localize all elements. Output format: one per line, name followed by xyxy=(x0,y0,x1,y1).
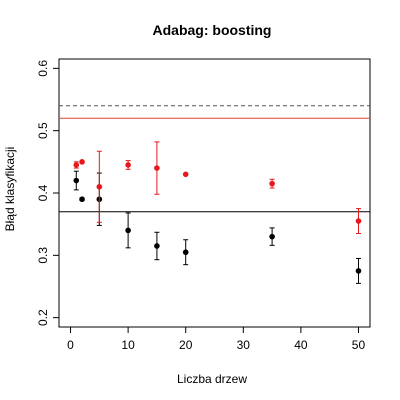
data-point xyxy=(355,268,362,274)
x-tick-label: 0 xyxy=(67,338,74,352)
y-tick-label: 0.5 xyxy=(36,122,50,139)
y-axis-label: Błąd klasyfikacji xyxy=(3,147,17,232)
data-point xyxy=(182,249,189,256)
data-point xyxy=(125,162,131,168)
data-point xyxy=(182,171,189,178)
chart-title: Adabag: boosting xyxy=(153,22,272,38)
x-tick-label: 30 xyxy=(237,338,251,352)
y-tick-label: 0.4 xyxy=(36,184,50,201)
data-point xyxy=(154,165,160,171)
data-point xyxy=(79,159,85,165)
data-point xyxy=(96,183,103,190)
y-axis: 0.2 0.3 0.4 0.5 0.6 xyxy=(36,60,59,326)
series-1 xyxy=(73,141,362,235)
x-axis: 0 10 20 30 40 50 xyxy=(67,327,365,352)
data-point xyxy=(125,227,131,234)
data-point xyxy=(73,162,80,168)
reference-lines xyxy=(59,105,370,213)
x-tick-label: 50 xyxy=(352,338,366,352)
y-tick-label: 0.3 xyxy=(36,247,50,264)
data-point xyxy=(269,233,275,240)
y-tick-label: 0.6 xyxy=(36,60,50,77)
x-tick-label: 20 xyxy=(179,338,193,352)
data-point xyxy=(79,196,85,203)
series-0 xyxy=(73,170,362,284)
y-tick-label: 0.2 xyxy=(36,309,50,326)
plot-frame xyxy=(58,58,371,328)
data-point xyxy=(154,243,160,249)
data-point xyxy=(355,218,362,224)
data-series xyxy=(73,141,362,284)
data-point xyxy=(269,180,275,187)
x-tick-label: 40 xyxy=(294,338,308,352)
x-axis-label: Liczba drzew xyxy=(177,372,247,386)
data-point xyxy=(73,177,80,184)
x-tick-label: 10 xyxy=(121,338,135,352)
